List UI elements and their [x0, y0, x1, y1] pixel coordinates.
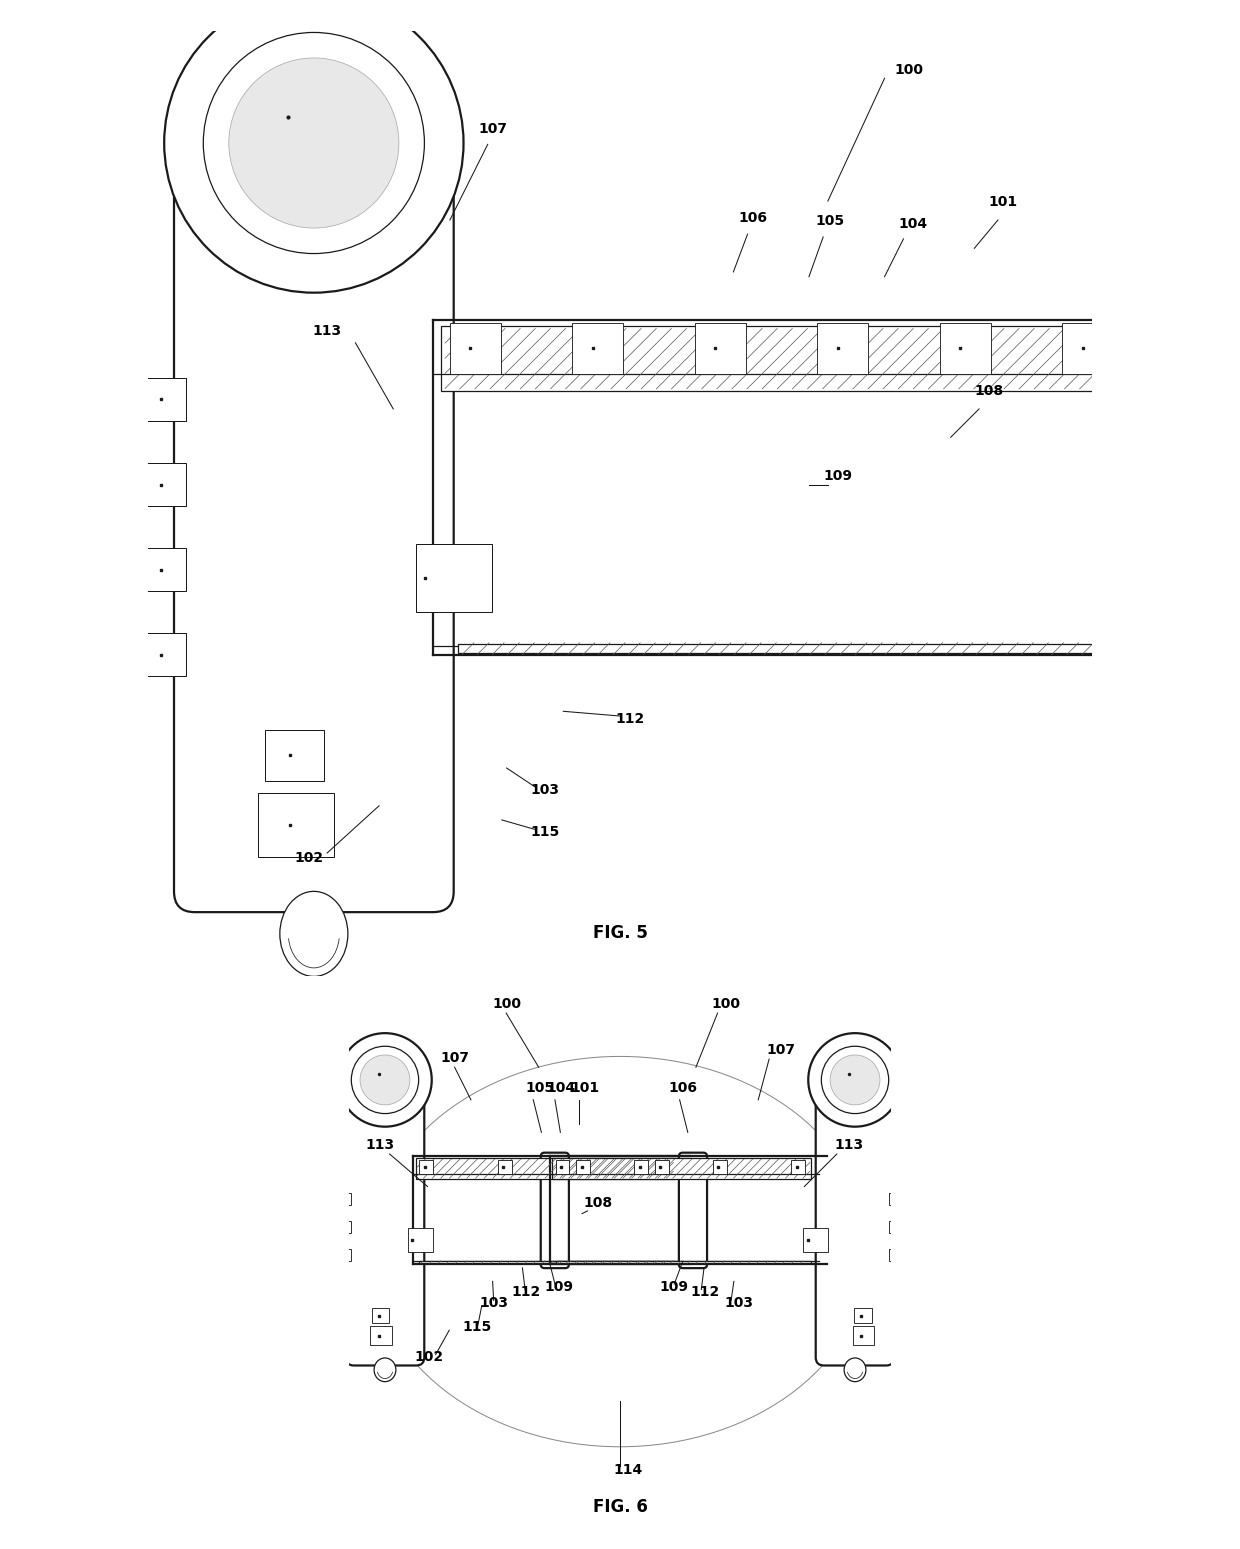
- Bar: [889, 1193, 901, 1205]
- Bar: [144, 548, 186, 590]
- Ellipse shape: [280, 891, 348, 976]
- Bar: [694, 322, 745, 373]
- FancyBboxPatch shape: [174, 88, 454, 912]
- Circle shape: [203, 33, 424, 254]
- Bar: [339, 1221, 351, 1233]
- Circle shape: [229, 57, 399, 228]
- Text: 112: 112: [615, 711, 645, 725]
- FancyBboxPatch shape: [346, 1063, 424, 1366]
- Text: FIG. 6: FIG. 6: [593, 1498, 647, 1516]
- Bar: [415, 544, 492, 612]
- Text: 106: 106: [668, 1081, 698, 1095]
- Text: 102: 102: [294, 852, 324, 866]
- Bar: [419, 1261, 675, 1262]
- Text: 108: 108: [583, 1196, 613, 1210]
- Bar: [497, 1160, 512, 1174]
- Bar: [450, 322, 501, 373]
- Text: 108: 108: [975, 384, 1003, 398]
- Text: 106: 106: [738, 211, 768, 225]
- Text: 109: 109: [823, 469, 852, 483]
- Bar: [817, 322, 868, 373]
- Bar: [552, 1159, 811, 1179]
- Text: 103: 103: [531, 782, 559, 796]
- Circle shape: [830, 1055, 880, 1104]
- Bar: [889, 1221, 901, 1233]
- Text: 105: 105: [816, 214, 844, 228]
- Bar: [264, 730, 324, 781]
- Text: 107: 107: [440, 1050, 469, 1064]
- Bar: [854, 1307, 872, 1323]
- Bar: [889, 1248, 901, 1261]
- Bar: [144, 634, 186, 675]
- Bar: [556, 1261, 811, 1262]
- Text: 102: 102: [414, 1351, 443, 1365]
- Text: 113: 113: [312, 324, 342, 338]
- Bar: [713, 1160, 727, 1174]
- FancyBboxPatch shape: [541, 1152, 569, 1269]
- Text: 103: 103: [724, 1297, 753, 1310]
- Bar: [635, 1160, 649, 1174]
- Bar: [258, 793, 335, 857]
- Circle shape: [339, 1033, 432, 1126]
- Circle shape: [808, 1033, 901, 1126]
- Text: 114: 114: [613, 1462, 642, 1476]
- Text: 103: 103: [479, 1297, 508, 1310]
- Circle shape: [360, 1055, 410, 1104]
- Text: 101: 101: [988, 195, 1018, 209]
- Text: 105: 105: [525, 1081, 554, 1095]
- Bar: [577, 1160, 590, 1174]
- Bar: [419, 1160, 433, 1174]
- Bar: [339, 1248, 351, 1261]
- Text: 104: 104: [899, 217, 928, 231]
- Text: 100: 100: [894, 62, 923, 76]
- Text: 107: 107: [479, 122, 507, 136]
- Text: 104: 104: [547, 1081, 575, 1095]
- Text: 113: 113: [366, 1137, 394, 1151]
- Text: 109: 109: [544, 1279, 573, 1293]
- FancyBboxPatch shape: [1146, 310, 1234, 655]
- Bar: [339, 1193, 351, 1205]
- Bar: [372, 1307, 389, 1323]
- Text: 112: 112: [691, 1286, 719, 1300]
- Bar: [655, 1160, 668, 1174]
- FancyBboxPatch shape: [816, 1063, 894, 1366]
- Text: 100: 100: [492, 996, 522, 1010]
- Circle shape: [821, 1046, 889, 1114]
- Text: 115: 115: [531, 826, 559, 840]
- Bar: [144, 378, 186, 421]
- Bar: [441, 327, 1130, 390]
- Text: 107: 107: [766, 1042, 795, 1056]
- Bar: [573, 322, 624, 373]
- Bar: [853, 1326, 874, 1345]
- Bar: [370, 1326, 392, 1345]
- Bar: [459, 644, 1130, 654]
- Text: 101: 101: [570, 1081, 599, 1095]
- Bar: [1063, 322, 1114, 373]
- Text: 115: 115: [463, 1320, 492, 1334]
- Bar: [556, 1160, 569, 1174]
- Circle shape: [351, 1046, 419, 1114]
- Ellipse shape: [374, 1358, 396, 1382]
- FancyBboxPatch shape: [678, 1152, 707, 1269]
- Bar: [144, 463, 186, 507]
- Text: 100: 100: [711, 996, 740, 1010]
- Text: 112: 112: [512, 1286, 541, 1300]
- Bar: [415, 1159, 675, 1179]
- Ellipse shape: [844, 1358, 866, 1382]
- Bar: [804, 1228, 828, 1252]
- Text: 113: 113: [835, 1137, 863, 1151]
- Bar: [940, 322, 991, 373]
- Bar: [791, 1160, 805, 1174]
- Text: 109: 109: [658, 1279, 688, 1293]
- Bar: [408, 1228, 433, 1252]
- Text: FIG. 5: FIG. 5: [593, 925, 647, 942]
- Circle shape: [164, 0, 464, 293]
